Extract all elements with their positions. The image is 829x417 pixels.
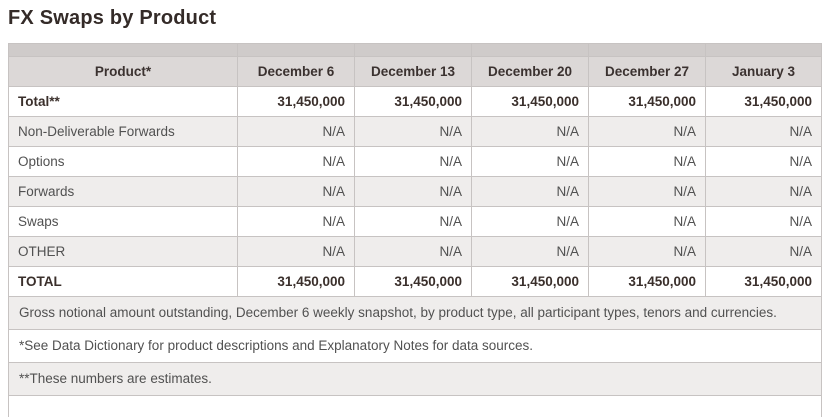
product-label-cell: TOTAL [8, 266, 238, 297]
value-cell: N/A [588, 146, 706, 177]
value-cell: N/A [237, 176, 355, 207]
value-cell: N/A [705, 116, 822, 147]
value-cell: N/A [588, 206, 706, 237]
value-cell: N/A [471, 116, 589, 147]
value-cell: 31,450,000 [354, 266, 472, 297]
value-cell: N/A [705, 236, 822, 267]
value-cell: N/A [237, 146, 355, 177]
value-cell: N/A [588, 176, 706, 207]
value-cell: N/A [471, 176, 589, 207]
value-cell: 31,450,000 [471, 266, 589, 297]
strip-cell [354, 43, 472, 57]
value-cell: N/A [705, 206, 822, 237]
value-cell: N/A [705, 146, 822, 177]
value-cell: N/A [237, 116, 355, 147]
value-cell: 31,450,000 [705, 86, 822, 117]
table-top-strip [8, 43, 822, 57]
value-cell: N/A [471, 236, 589, 267]
table-row: Total** 31,450,000 31,450,000 31,450,000 31,… [8, 86, 822, 117]
footnote-row: Gross notional amount outstanding, Decem… [8, 296, 822, 330]
fx-swaps-table: Product* December 6 December 13 December 2… [8, 43, 822, 417]
product-label-cell: Non-Deliverable Forwards [8, 116, 238, 147]
value-cell: 31,450,000 [588, 266, 706, 297]
column-header-date: December 6 [237, 56, 355, 87]
value-cell: 31,450,000 [705, 266, 822, 297]
value-cell: 31,450,000 [237, 86, 355, 117]
table-row: Swaps N/A N/A N/A N/A N/A [8, 206, 822, 237]
footnote-row: *See Data Dictionary for product descrip… [8, 329, 822, 363]
value-cell: N/A [588, 116, 706, 147]
value-cell: 31,450,000 [237, 266, 355, 297]
product-label-cell: OTHER [8, 236, 238, 267]
strip-cell [588, 43, 706, 57]
footnote-text: **These numbers are estimates. [8, 362, 822, 396]
strip-cell [705, 43, 822, 57]
table-row: Non-Deliverable Forwards N/A N/A N/A N/A N/A [8, 116, 822, 147]
value-cell: 31,450,000 [354, 86, 472, 117]
product-label-cell: Total** [8, 86, 238, 117]
product-label-cell: Forwards [8, 176, 238, 207]
value-cell: N/A [471, 146, 589, 177]
value-cell: N/A [354, 206, 472, 237]
value-cell: N/A [237, 206, 355, 237]
footnote-text: Gross notional amount outstanding, Decem… [8, 296, 822, 330]
value-cell: N/A [354, 176, 472, 207]
value-cell: N/A [588, 236, 706, 267]
footnote-text: *See Data Dictionary for product descrip… [8, 329, 822, 363]
page-title: FX Swaps by Product [8, 7, 217, 29]
product-label-cell: Swaps [8, 206, 238, 237]
column-header-date: December 20 [471, 56, 589, 87]
strip-cell [471, 43, 589, 57]
value-cell: N/A [471, 206, 589, 237]
value-cell: 31,450,000 [471, 86, 589, 117]
product-label-cell: Options [8, 146, 238, 177]
column-header-date: January 3 [705, 56, 822, 87]
column-header-date: December 13 [354, 56, 472, 87]
table-row: OTHER N/A N/A N/A N/A N/A [8, 236, 822, 267]
column-header-product: Product* [8, 56, 238, 87]
cut-off-cell [8, 395, 822, 417]
table-row: TOTAL 31,450,000 31,450,000 31,450,000 31,45… [8, 266, 822, 297]
value-cell: N/A [237, 236, 355, 267]
column-header-date: December 27 [588, 56, 706, 87]
strip-cell [8, 43, 238, 57]
strip-cell [237, 43, 355, 57]
value-cell: 31,450,000 [588, 86, 706, 117]
table-row: Forwards N/A N/A N/A N/A N/A [8, 176, 822, 207]
footnote-row: **These numbers are estimates. [8, 362, 822, 396]
table-row: Options N/A N/A N/A N/A N/A [8, 146, 822, 177]
value-cell: N/A [354, 116, 472, 147]
table-header-row: Product* December 6 December 13 December 2… [8, 56, 822, 87]
value-cell: N/A [705, 176, 822, 207]
value-cell: N/A [354, 236, 472, 267]
value-cell: N/A [354, 146, 472, 177]
cut-off-row [8, 395, 822, 417]
